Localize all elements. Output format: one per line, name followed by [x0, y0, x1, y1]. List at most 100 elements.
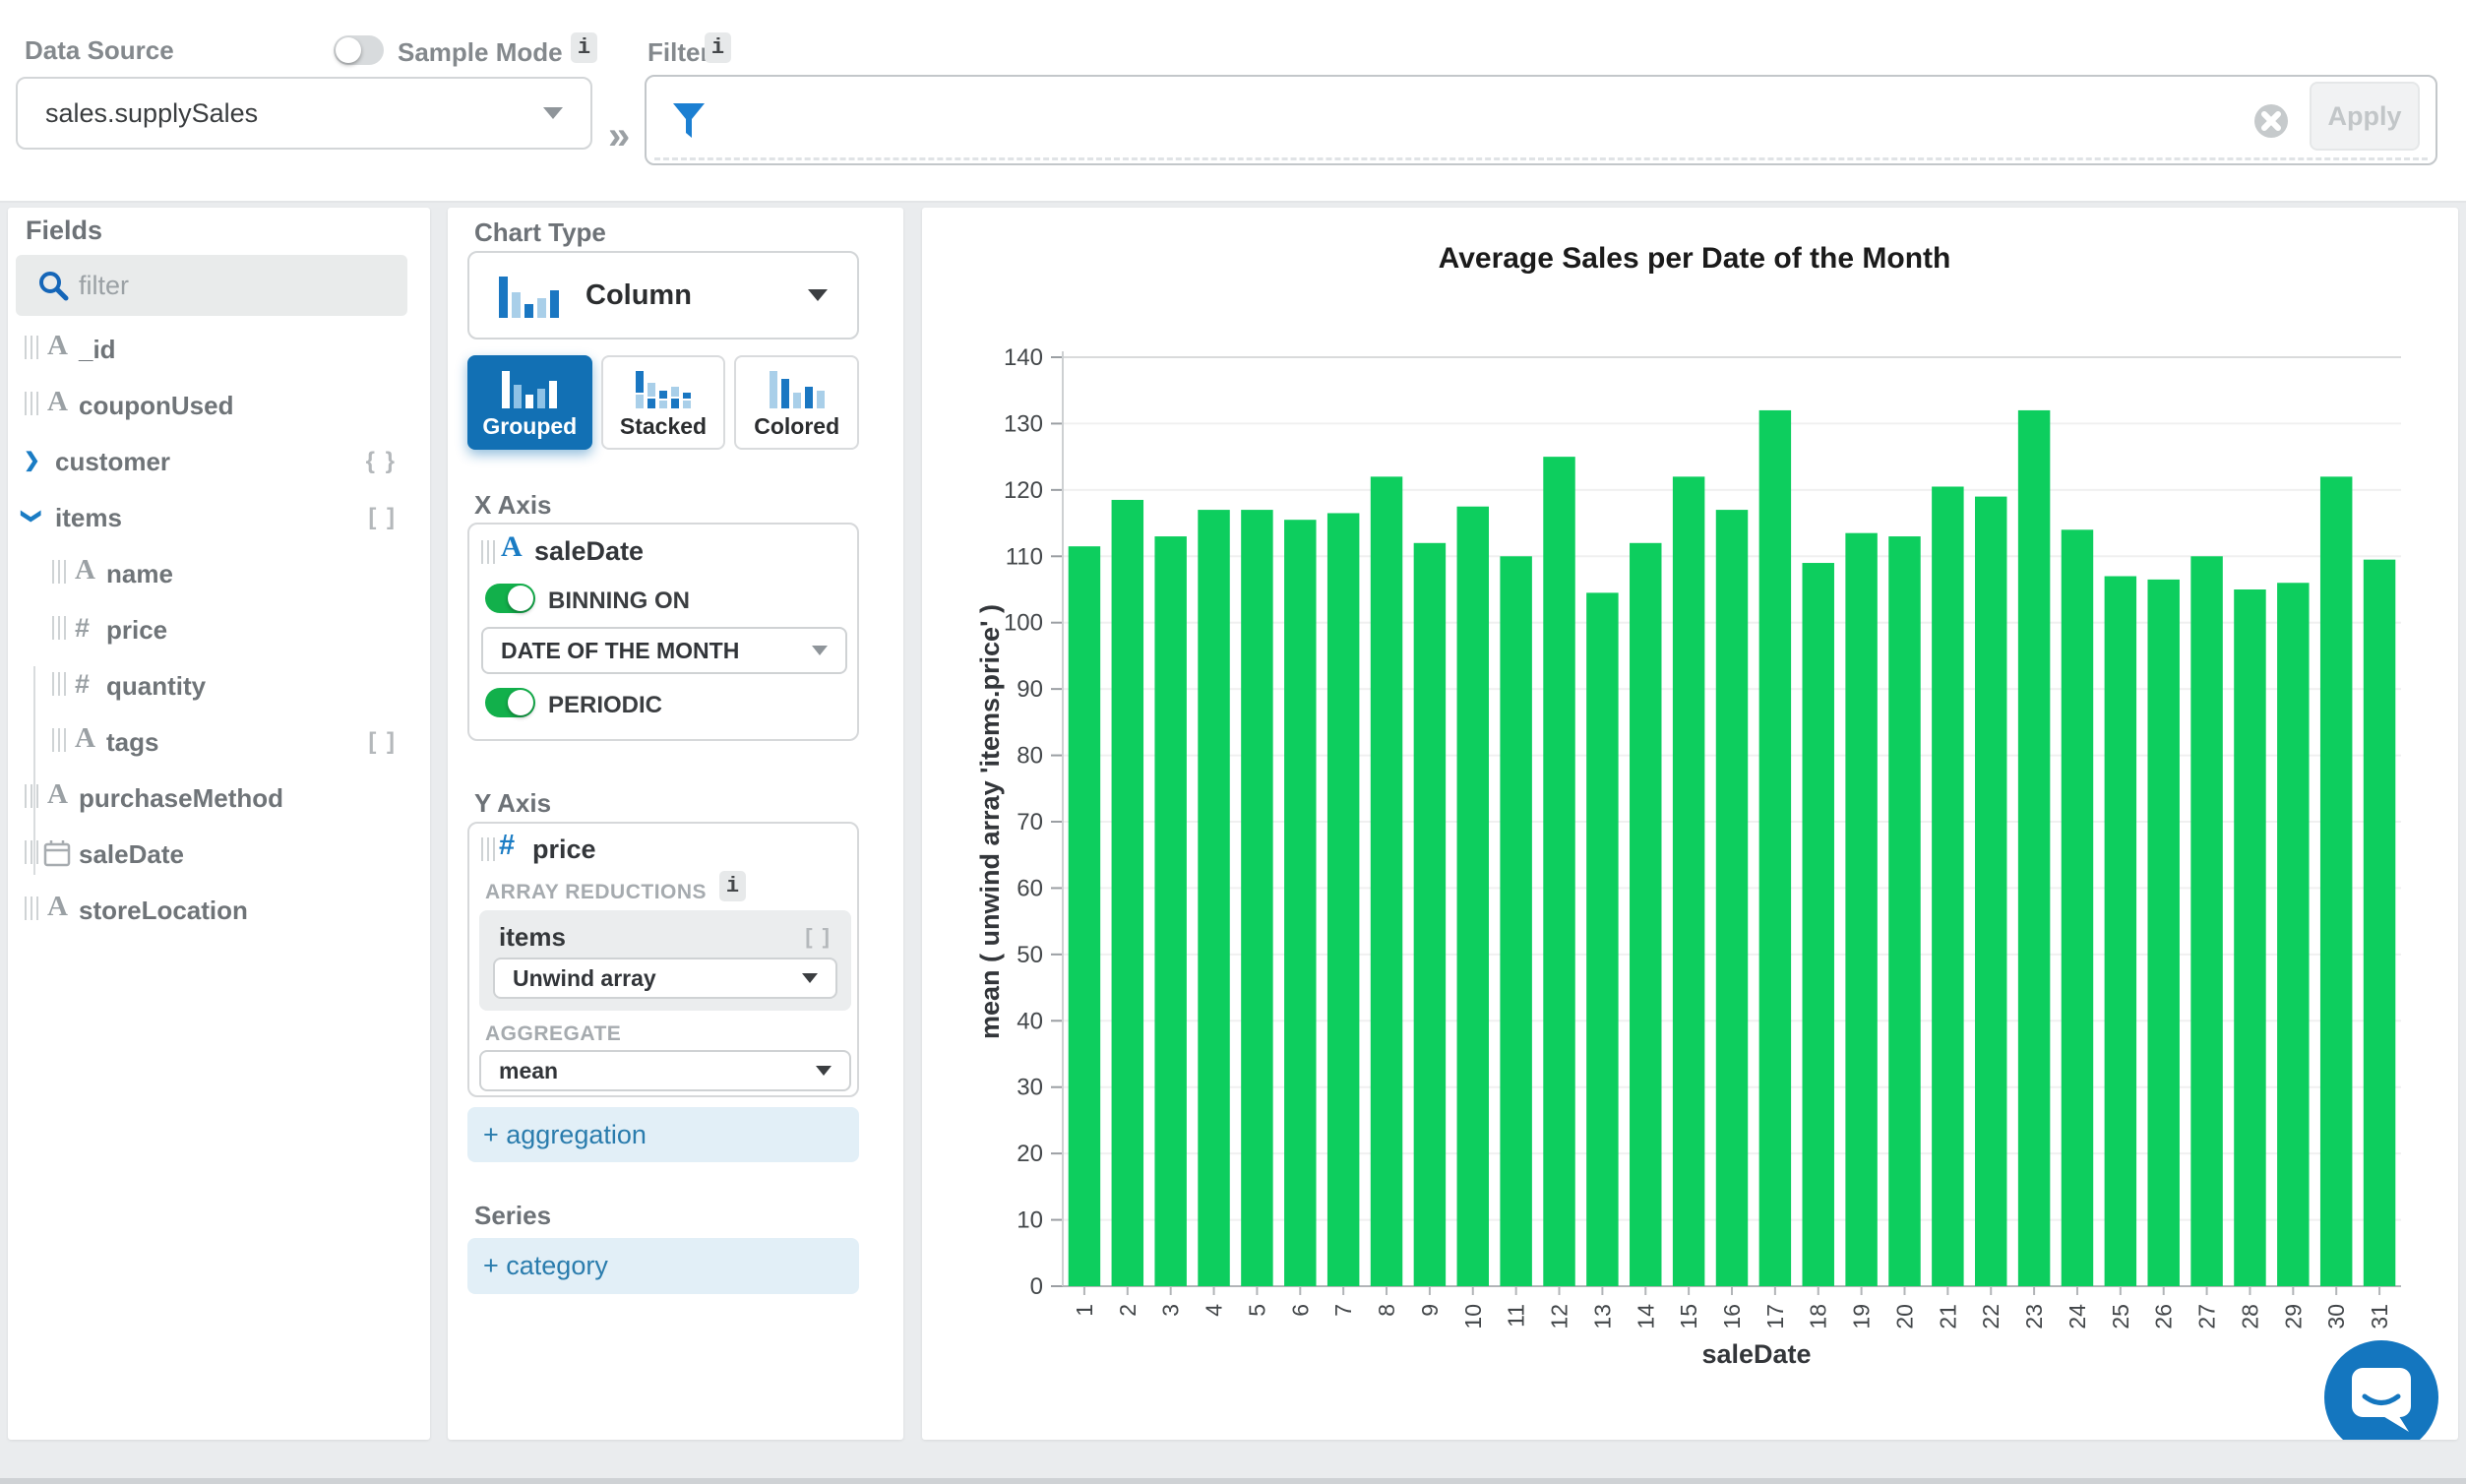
field-row-price[interactable]: # price: [8, 608, 430, 664]
number-type-icon: #: [75, 613, 91, 643]
chart-title: Average Sales per Date of the Month: [1439, 242, 1951, 275]
drag-handle-icon[interactable]: [25, 840, 38, 864]
toggle-knob: [508, 586, 533, 611]
bar-29: [2277, 583, 2310, 1286]
chevron-down-icon: [802, 973, 818, 983]
drag-handle-icon[interactable]: [52, 560, 66, 584]
bar-7: [1326, 513, 1360, 1286]
x-tick-label: 22: [1978, 1304, 2004, 1329]
bar-9: [1413, 542, 1447, 1286]
y-tick-label: 130: [1004, 410, 1043, 437]
x-tick-label: 12: [1547, 1304, 1572, 1329]
drag-handle-icon[interactable]: [25, 897, 38, 920]
y-tick-label: 40: [1017, 1008, 1043, 1034]
drag-handle-icon[interactable]: [52, 728, 66, 752]
string-type-icon: A: [47, 330, 68, 361]
y-tick-label: 110: [1006, 543, 1043, 570]
filters-info-icon[interactable]: i: [705, 32, 731, 63]
y-tick-label: 10: [1017, 1207, 1043, 1234]
drag-handle-icon[interactable]: [25, 784, 38, 808]
drag-handle-icon[interactable]: [52, 672, 66, 696]
x-tick-label: 13: [1589, 1304, 1615, 1329]
array-reductions-info-icon[interactable]: i: [719, 871, 746, 901]
grouped-button[interactable]: Grouped: [467, 355, 592, 450]
x-tick-label: 14: [1633, 1304, 1658, 1329]
x-tick-label: 30: [2323, 1304, 2349, 1329]
binning-toggle[interactable]: [485, 584, 535, 613]
field-row-customer[interactable]: ❯ customer { }: [8, 440, 430, 496]
y-axis-card: # price ARRAY REDUCTIONS i items [ ] Unw…: [467, 822, 859, 1097]
apply-button[interactable]: Apply: [2310, 82, 2420, 151]
data-source-select[interactable]: sales.supplySales: [16, 77, 592, 150]
sample-mode-toggle[interactable]: [334, 35, 384, 65]
date-type-icon: [43, 840, 71, 867]
x-tick-label: 31: [2367, 1304, 2392, 1329]
chevron-down-icon[interactable]: ❯: [20, 508, 42, 525]
field-filter-input[interactable]: [79, 255, 394, 316]
string-type-icon: A: [47, 778, 68, 810]
stacked-button[interactable]: Stacked: [600, 355, 726, 450]
drag-handle-icon[interactable]: [481, 540, 495, 564]
y-tick-label: 90: [1017, 676, 1043, 703]
chevron-down-icon: [812, 646, 828, 655]
number-type-icon: #: [75, 669, 91, 699]
y-tick-label: 50: [1017, 942, 1043, 968]
reduction-select[interactable]: Unwind array: [493, 958, 837, 999]
x-axis-label: X Axis: [474, 490, 552, 520]
bin-unit-select[interactable]: DATE OF THE MONTH: [481, 627, 847, 674]
double-chevron-icon: »: [608, 114, 631, 157]
intercom-chat-button[interactable]: [2324, 1340, 2438, 1440]
chevron-down-icon: [543, 107, 563, 119]
drag-handle-icon[interactable]: [25, 336, 38, 359]
x-tick-label: 20: [1891, 1304, 1917, 1329]
drag-handle-icon[interactable]: [52, 616, 66, 640]
bar-31: [2363, 559, 2396, 1286]
chart-preview-panel: Average Sales per Date of the Month mean…: [922, 208, 2458, 1440]
colored-button[interactable]: Colored: [734, 355, 860, 450]
chart-type-select[interactable]: Column: [467, 251, 859, 340]
y-tick-label: 20: [1017, 1141, 1043, 1167]
field-row-_id[interactable]: A _id: [8, 328, 430, 384]
field-name: tags: [106, 727, 159, 757]
y-tick-label: 120: [1004, 477, 1043, 504]
add-aggregation-label: + aggregation: [483, 1119, 647, 1149]
add-aggregation-button[interactable]: + aggregation: [467, 1107, 859, 1162]
field-name: quantity: [106, 671, 207, 701]
x-axis-card: A saleDate BINNING ON DATE OF THE MONTH …: [467, 523, 859, 741]
field-row-quantity[interactable]: # quantity: [8, 664, 430, 720]
drag-handle-icon[interactable]: [25, 392, 38, 415]
binning-label: BINNING ON: [548, 587, 690, 614]
string-type-icon: A: [47, 386, 68, 417]
x-tick-label: 3: [1158, 1304, 1184, 1317]
chevron-down-icon: [816, 1066, 832, 1076]
aggregate-select[interactable]: mean: [479, 1050, 851, 1091]
x-tick-label: 7: [1330, 1304, 1356, 1317]
string-type-icon: A: [501, 530, 523, 563]
x-tick-label: 8: [1374, 1304, 1399, 1317]
field-row-saleDate[interactable]: saleDate: [8, 833, 430, 889]
add-category-button[interactable]: + category: [467, 1238, 859, 1294]
x-tick-label: 15: [1676, 1304, 1701, 1329]
sample-mode-info-icon[interactable]: i: [571, 32, 597, 63]
clear-filters-icon[interactable]: [2252, 102, 2290, 140]
field-row-items[interactable]: ❯ items [ ]: [8, 496, 430, 552]
chart-type-label: Chart Type: [474, 217, 606, 247]
chevron-right-icon[interactable]: ❯: [24, 450, 40, 471]
array-type-badge: [ ]: [805, 924, 832, 949]
x-tick-label: 21: [1935, 1304, 1960, 1329]
periodic-toggle[interactable]: [485, 688, 535, 717]
drag-handle-icon[interactable]: [481, 837, 495, 861]
filters-dropzone[interactable]: Apply: [645, 75, 2437, 165]
x-tick-label: 6: [1287, 1304, 1313, 1317]
field-type-badge: [ ]: [368, 728, 397, 755]
field-search-box[interactable]: [16, 255, 407, 316]
bar-10: [1456, 506, 1490, 1286]
y-tick-label: 100: [1004, 610, 1043, 637]
colored-bars-icon: [769, 371, 825, 408]
